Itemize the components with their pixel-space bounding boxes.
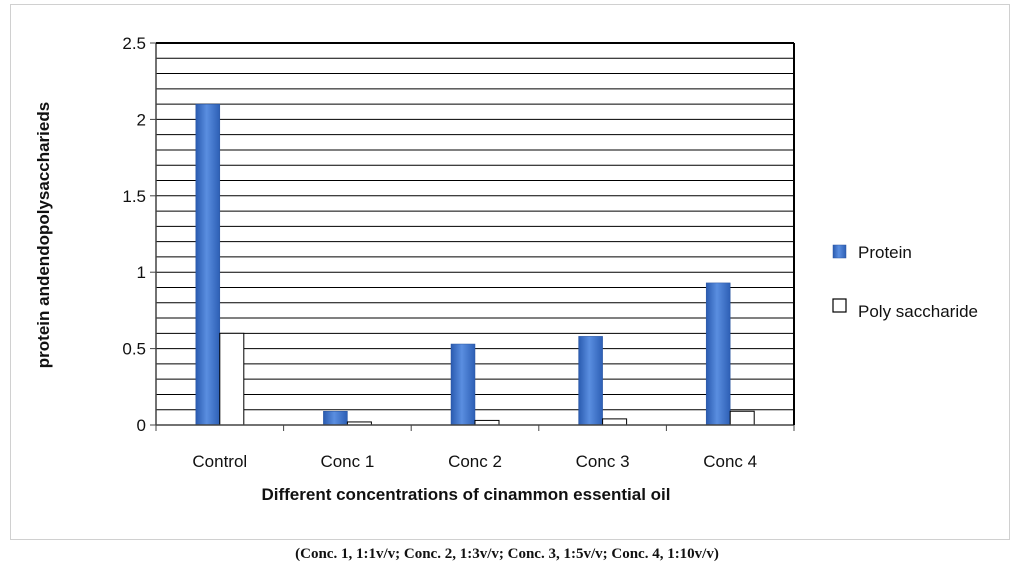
x-tick-label: Control	[192, 452, 247, 471]
legend-label: Poly saccharide	[858, 302, 978, 321]
y-tick-label: 1.5	[122, 187, 146, 206]
figure-caption: (Conc. 1, 1:1v/v; Conc. 2, 1:3v/v; Conc.…	[295, 546, 719, 562]
bar-protein	[323, 410, 348, 426]
y-tick-label: 1	[137, 263, 146, 282]
y-tick-label: 2	[137, 110, 146, 129]
legend-swatch-protein	[832, 244, 847, 259]
bars	[195, 103, 755, 426]
x-tick-label: Conc 3	[576, 452, 630, 471]
x-axis-label: Different concentrations of cinammon ess…	[261, 485, 670, 504]
x-tick-label: Conc 2	[448, 452, 502, 471]
bar-protein	[450, 343, 476, 426]
legend-label: Protein	[858, 243, 912, 262]
bar-polysaccharide	[219, 332, 245, 426]
bar-polysaccharide	[602, 418, 628, 426]
bar-protein	[195, 103, 221, 426]
y-tick-label: 0.5	[122, 340, 146, 359]
x-tick-label: Conc 4	[703, 452, 757, 471]
bar-polysaccharide	[729, 410, 755, 426]
bar-protein	[705, 282, 731, 426]
y-axis-label: protein andendopolysacchariеds	[34, 102, 53, 368]
chart-frame: 0 0.5 1 1.5 2 2.5 Control Conc 1 Conc 2 Conc 3 Co…	[10, 4, 1010, 540]
x-tick-label: Conc 1	[320, 452, 374, 471]
legend: Protein Poly saccharide	[832, 243, 978, 321]
x-tick-labels: Control Conc 1 Conc 2 Conc 3 Conc 4	[155, 425, 795, 471]
legend-swatch-polysaccharide	[832, 298, 847, 313]
y-tick-labels: 0 0.5 1 1.5 2 2.5	[122, 34, 156, 435]
bar-protein	[578, 336, 603, 426]
y-tick-label: 2.5	[122, 34, 146, 53]
bar-chart: 00.511.522.5 Control Conc 1 Conc 2 Conc 3 Co…	[34, 34, 978, 504]
y-tick-label: 0	[137, 416, 146, 435]
axes	[155, 42, 795, 426]
